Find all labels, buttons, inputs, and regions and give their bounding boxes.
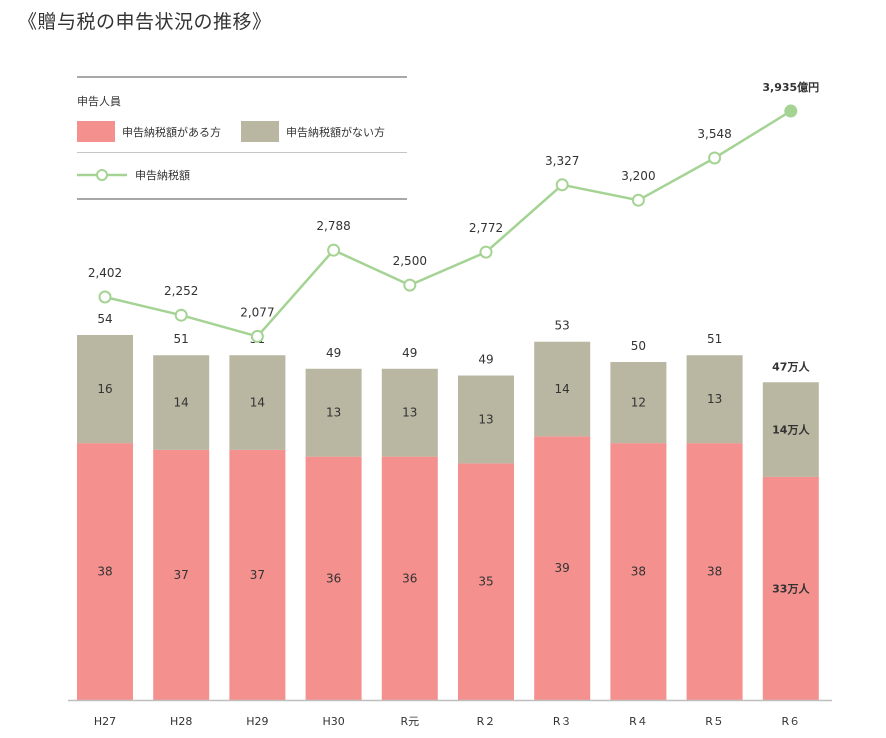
x-axis-tick-label: R６ xyxy=(781,715,800,728)
bar-label-without-tax: 14 xyxy=(174,396,189,410)
legend-heading: 申告人員 xyxy=(77,95,121,108)
x-axis-tick-label: R４ xyxy=(629,715,648,728)
bar-label-with-tax: 33万人 xyxy=(772,581,810,595)
legend-item-with-tax: 申告納税額がある方 xyxy=(77,121,221,142)
legend-bottom-rule xyxy=(77,198,407,200)
legend-middle-rule xyxy=(77,152,407,153)
line-value-label: 3,548 xyxy=(697,127,731,141)
stacked-bar-group: 38 16 54 H27 37 14 51 H28 37 14 51 H29 36 13 49 H30 36 13… xyxy=(68,312,832,728)
bar-segment-without-tax xyxy=(305,368,362,457)
bar-total-label: 49 xyxy=(402,346,417,360)
line-value-label: 2,788 xyxy=(316,219,350,233)
bar-label-without-tax: 13 xyxy=(707,392,722,406)
bar-label-with-tax: 36 xyxy=(402,571,417,585)
tax-amount-line-group: 2,402 2,252 2,077 2,788 2,500 2,772 3,327 3,200… xyxy=(88,80,819,343)
bar-segment-with-tax xyxy=(153,449,210,700)
bar-total-label: 51 xyxy=(707,332,722,346)
line-value-label: 2,402 xyxy=(88,266,122,280)
line-value-label: 3,935億円 xyxy=(762,80,819,94)
line-point xyxy=(403,278,417,292)
bar-label-with-tax: 35 xyxy=(478,575,493,589)
x-axis-tick-label: R元 xyxy=(400,715,419,728)
bar-label-without-tax: 13 xyxy=(402,406,417,420)
x-axis-tick-label: R２ xyxy=(477,715,496,728)
line-point xyxy=(555,178,569,192)
line-value-label: 2,077 xyxy=(240,305,274,319)
bar-segment-without-tax xyxy=(610,362,667,444)
bar-total-label: 47万人 xyxy=(772,359,810,373)
bar-label-with-tax: 38 xyxy=(707,565,722,579)
bar-segment-without-tax xyxy=(534,341,591,437)
line-point xyxy=(327,243,341,257)
line-value-label: 3,200 xyxy=(621,169,655,183)
bar-segment-with-tax xyxy=(305,456,362,700)
line-point xyxy=(98,290,112,304)
legend-item-without-tax: 申告納税額がない方 xyxy=(241,121,385,142)
line-point xyxy=(708,151,722,165)
line-point xyxy=(784,104,798,118)
bar-label-without-tax: 14 xyxy=(250,396,265,410)
bar-total-label: 53 xyxy=(555,319,570,333)
bar-segment-without-tax xyxy=(77,334,133,444)
x-axis-tick-label: H30 xyxy=(322,715,344,728)
bar-label-without-tax: 14万人 xyxy=(772,423,810,437)
line-value-label: 2,252 xyxy=(164,284,198,298)
legend-line-label: 申告納税額 xyxy=(135,169,190,182)
bar-label-without-tax: 16 xyxy=(97,382,112,396)
x-axis-tick-label: H28 xyxy=(170,715,192,728)
bar-label-with-tax: 38 xyxy=(631,565,646,579)
legend-label-without-tax: 申告納税額がない方 xyxy=(286,125,385,139)
bar-segment-without-tax xyxy=(153,355,210,450)
bar-segment-with-tax xyxy=(534,436,591,700)
tax-amount-line xyxy=(104,109,792,338)
bar-segment-with-tax xyxy=(610,443,667,700)
line-value-label: 3,327 xyxy=(545,154,579,168)
bar-label-with-tax: 39 xyxy=(555,561,570,575)
legend-bar-items: 申告納税額がある方 申告納税額がない方 xyxy=(77,121,407,142)
bar-label-without-tax: 13 xyxy=(478,412,493,426)
legend-line-marker-icon xyxy=(77,169,127,181)
bar-segment-with-tax xyxy=(762,476,819,700)
bar-label-without-tax: 13 xyxy=(326,406,341,420)
bar-total-label: 49 xyxy=(326,346,341,360)
bar-segment-with-tax xyxy=(686,443,743,700)
bar-label-with-tax: 37 xyxy=(174,568,189,582)
bar-segment-with-tax xyxy=(229,449,286,700)
line-value-label: 2,500 xyxy=(393,254,427,268)
bar-total-label: 49 xyxy=(478,353,493,367)
bar-label-without-tax: 14 xyxy=(555,382,570,396)
bar-segment-with-tax xyxy=(77,443,133,700)
bar-total-label: 54 xyxy=(97,312,112,326)
chart-legend: 申告人員 申告納税額がある方 申告納税額がない方 申告納税額 xyxy=(77,76,407,200)
bar-total-label: 50 xyxy=(631,339,646,353)
line-point xyxy=(631,193,645,207)
line-point xyxy=(250,329,264,343)
line-point xyxy=(479,245,493,259)
page-title: 《贈与税の申告状況の推移》 xyxy=(18,11,272,33)
x-axis-tick-label: H27 xyxy=(94,715,116,728)
bar-label-with-tax: 37 xyxy=(250,568,265,582)
bar-label-with-tax: 38 xyxy=(97,565,112,579)
line-value-label: 2,772 xyxy=(469,221,503,235)
bar-label-with-tax: 36 xyxy=(326,571,341,585)
bar-segment-without-tax xyxy=(229,355,286,450)
bar-segment-without-tax xyxy=(686,355,743,444)
legend-label-with-tax: 申告納税額がある方 xyxy=(122,125,221,139)
legend-line-item: 申告納税額 xyxy=(77,167,407,183)
bar-label-without-tax: 12 xyxy=(631,396,646,410)
bar-segment-without-tax xyxy=(458,375,514,464)
x-axis-tick-label: H29 xyxy=(246,715,268,728)
bar-total-label: 51 xyxy=(174,332,189,346)
x-axis-tick-label: R５ xyxy=(705,715,724,728)
x-axis-tick-label: R３ xyxy=(553,715,572,728)
line-point xyxy=(174,308,188,322)
bar-segment-without-tax xyxy=(762,382,819,477)
bar-segment-with-tax xyxy=(381,456,438,700)
legend-top-rule xyxy=(77,76,407,78)
legend-swatch-without-tax xyxy=(241,121,279,142)
legend-swatch-with-tax xyxy=(77,121,115,142)
bar-segment-without-tax xyxy=(381,368,438,457)
bar-segment-with-tax xyxy=(458,463,514,700)
